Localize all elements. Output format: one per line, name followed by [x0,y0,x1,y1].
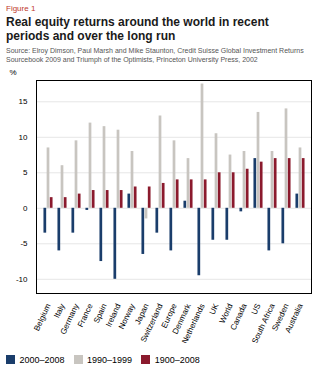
svg-text:Italy: Italy [52,303,66,320]
svg-text:Norway: Norway [117,303,137,331]
svg-text:-5: -5 [20,240,28,249]
svg-text:Germany: Germany [59,303,81,337]
svg-text:Australia: Australia [283,302,305,335]
svg-text:France: France [76,302,95,329]
svg-text:Sweden: Sweden [270,302,291,333]
html-text:2000–2008: 2000–2008 [19,354,65,365]
html-text:Real equity returns around the: Real equity returns around the world in … [6,15,269,44]
svg-text:Japan: Japan [133,302,151,327]
svg-text:%: % [10,68,17,77]
svg-text:Canada: Canada [229,302,249,332]
svg-text:Denmark: Denmark [170,302,193,336]
svg-text:10: 10 [19,133,28,142]
svg-text:UK: UK [208,302,221,316]
svg-text:15: 15 [19,98,28,107]
html-text:1990–1999: 1990–1999 [87,354,133,365]
svg-text:-10: -10 [16,275,28,284]
html-text:Source: Elroy Dimson, Paul Mar: Source: Elroy Dimson, Paul Marsh and Mik… [6,46,304,63]
svg-text:5: 5 [23,169,28,178]
svg-text:Spain: Spain [91,302,109,325]
svg-text:Netherlands: Netherlands [180,303,206,344]
svg-text:0: 0 [23,204,28,213]
html-text:1900–2008: 1900–2008 [154,354,200,365]
svg-text:World: World [217,302,235,326]
svg-text:Ireland: Ireland [104,302,123,329]
svg-text:Belgium: Belgium [32,302,53,332]
svg-text:US: US [250,303,263,317]
svg-text:Europe: Europe [159,302,179,330]
html-text:Figure 1: Figure 1 [6,4,36,13]
